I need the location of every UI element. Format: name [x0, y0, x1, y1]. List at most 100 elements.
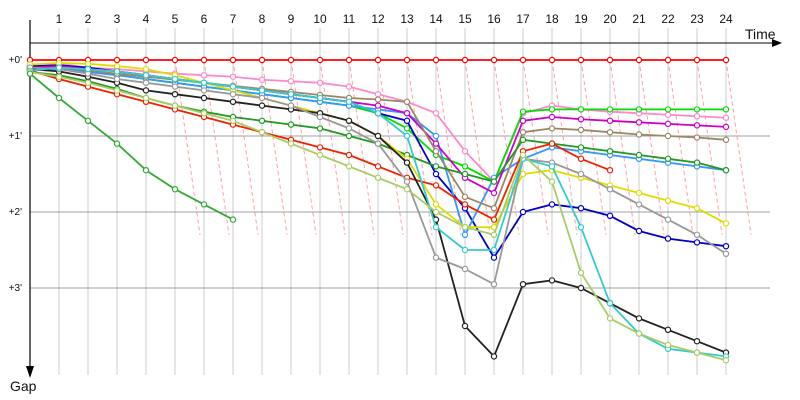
guide-line — [580, 59, 607, 235]
data-point — [432, 140, 440, 147]
data-point — [432, 254, 440, 261]
data-point — [374, 132, 382, 140]
data-point — [345, 163, 353, 170]
data-point — [403, 117, 411, 125]
data-point — [635, 56, 643, 64]
data-point — [287, 56, 295, 64]
data-point — [26, 70, 34, 77]
data-point — [316, 79, 324, 87]
data-point — [722, 166, 730, 174]
data-point — [345, 125, 353, 132]
guide-line — [551, 59, 578, 235]
data-point — [577, 126, 585, 134]
data-point — [316, 94, 324, 102]
data-point — [490, 353, 498, 360]
data-point — [577, 144, 585, 151]
data-point — [84, 65, 92, 73]
data-point — [316, 113, 324, 121]
y-axis-title: Gap — [10, 378, 37, 394]
data-point — [577, 223, 585, 231]
data-point — [55, 64, 63, 71]
data-point — [606, 166, 614, 174]
guide-line — [203, 59, 230, 235]
data-point — [461, 231, 469, 238]
data-point — [519, 56, 527, 64]
data-point — [345, 56, 353, 64]
series-15 — [26, 70, 237, 223]
data-point — [345, 151, 353, 159]
x-tick-label: 18 — [545, 12, 559, 26]
data-point — [171, 90, 179, 98]
data-point — [258, 94, 266, 102]
data-point — [577, 106, 585, 113]
data-point — [258, 87, 266, 94]
data-point — [606, 56, 614, 64]
data-point — [548, 163, 556, 170]
data-point — [142, 94, 150, 102]
data-point — [519, 117, 527, 125]
x-tick-label: 12 — [371, 12, 385, 26]
data-point — [287, 102, 295, 109]
data-point — [113, 75, 121, 83]
x-tick-label: 5 — [172, 12, 179, 26]
y-tick-label: +0' — [9, 55, 22, 66]
data-point — [490, 178, 498, 185]
axes — [26, 20, 782, 378]
data-point — [142, 65, 150, 73]
data-point — [693, 204, 701, 212]
data-point — [200, 79, 208, 87]
data-point — [287, 121, 295, 128]
x-tick-label: 14 — [429, 12, 443, 26]
data-point — [55, 73, 63, 80]
data-point — [84, 117, 92, 125]
data-point — [722, 56, 730, 64]
series-1 — [26, 56, 730, 64]
guide-line — [493, 59, 520, 235]
data-point — [113, 68, 121, 75]
x-axis-title: Time — [745, 26, 776, 42]
x-tick-label: 4 — [143, 12, 150, 26]
guide-line — [348, 59, 375, 235]
x-tick-label: 20 — [603, 12, 617, 26]
data-point — [200, 109, 208, 117]
data-point — [200, 94, 208, 102]
data-point — [490, 254, 498, 261]
data-point — [200, 201, 208, 208]
data-point — [722, 242, 730, 250]
data-point — [113, 56, 121, 64]
data-point — [461, 193, 469, 200]
data-point — [374, 96, 382, 103]
data-point — [461, 223, 469, 231]
data-point — [171, 83, 179, 90]
data-point — [229, 216, 237, 223]
data-point — [229, 90, 237, 98]
data-point — [548, 277, 556, 284]
data-point — [722, 220, 730, 227]
x-tick-label: 7 — [230, 12, 237, 26]
data-point — [635, 151, 643, 159]
data-point — [722, 114, 730, 121]
data-point — [693, 239, 701, 246]
data-point — [577, 284, 585, 292]
data-point — [693, 56, 701, 64]
data-point — [490, 231, 498, 238]
x-tick-label: 2 — [85, 12, 92, 26]
data-point — [432, 170, 440, 178]
data-point — [664, 106, 672, 113]
data-point — [403, 178, 411, 185]
x-tick-label: 19 — [574, 12, 588, 26]
data-point — [461, 201, 469, 208]
data-point — [577, 170, 585, 178]
guide-line — [725, 59, 752, 235]
data-point — [316, 151, 324, 159]
data-point — [258, 117, 266, 125]
data-point — [461, 246, 469, 254]
data-point — [142, 71, 150, 79]
guide-line — [261, 59, 288, 235]
data-point — [229, 83, 237, 90]
data-point — [722, 250, 730, 257]
data-point — [432, 208, 440, 216]
series-group — [26, 56, 730, 364]
y-tick-label: +2' — [9, 207, 22, 218]
